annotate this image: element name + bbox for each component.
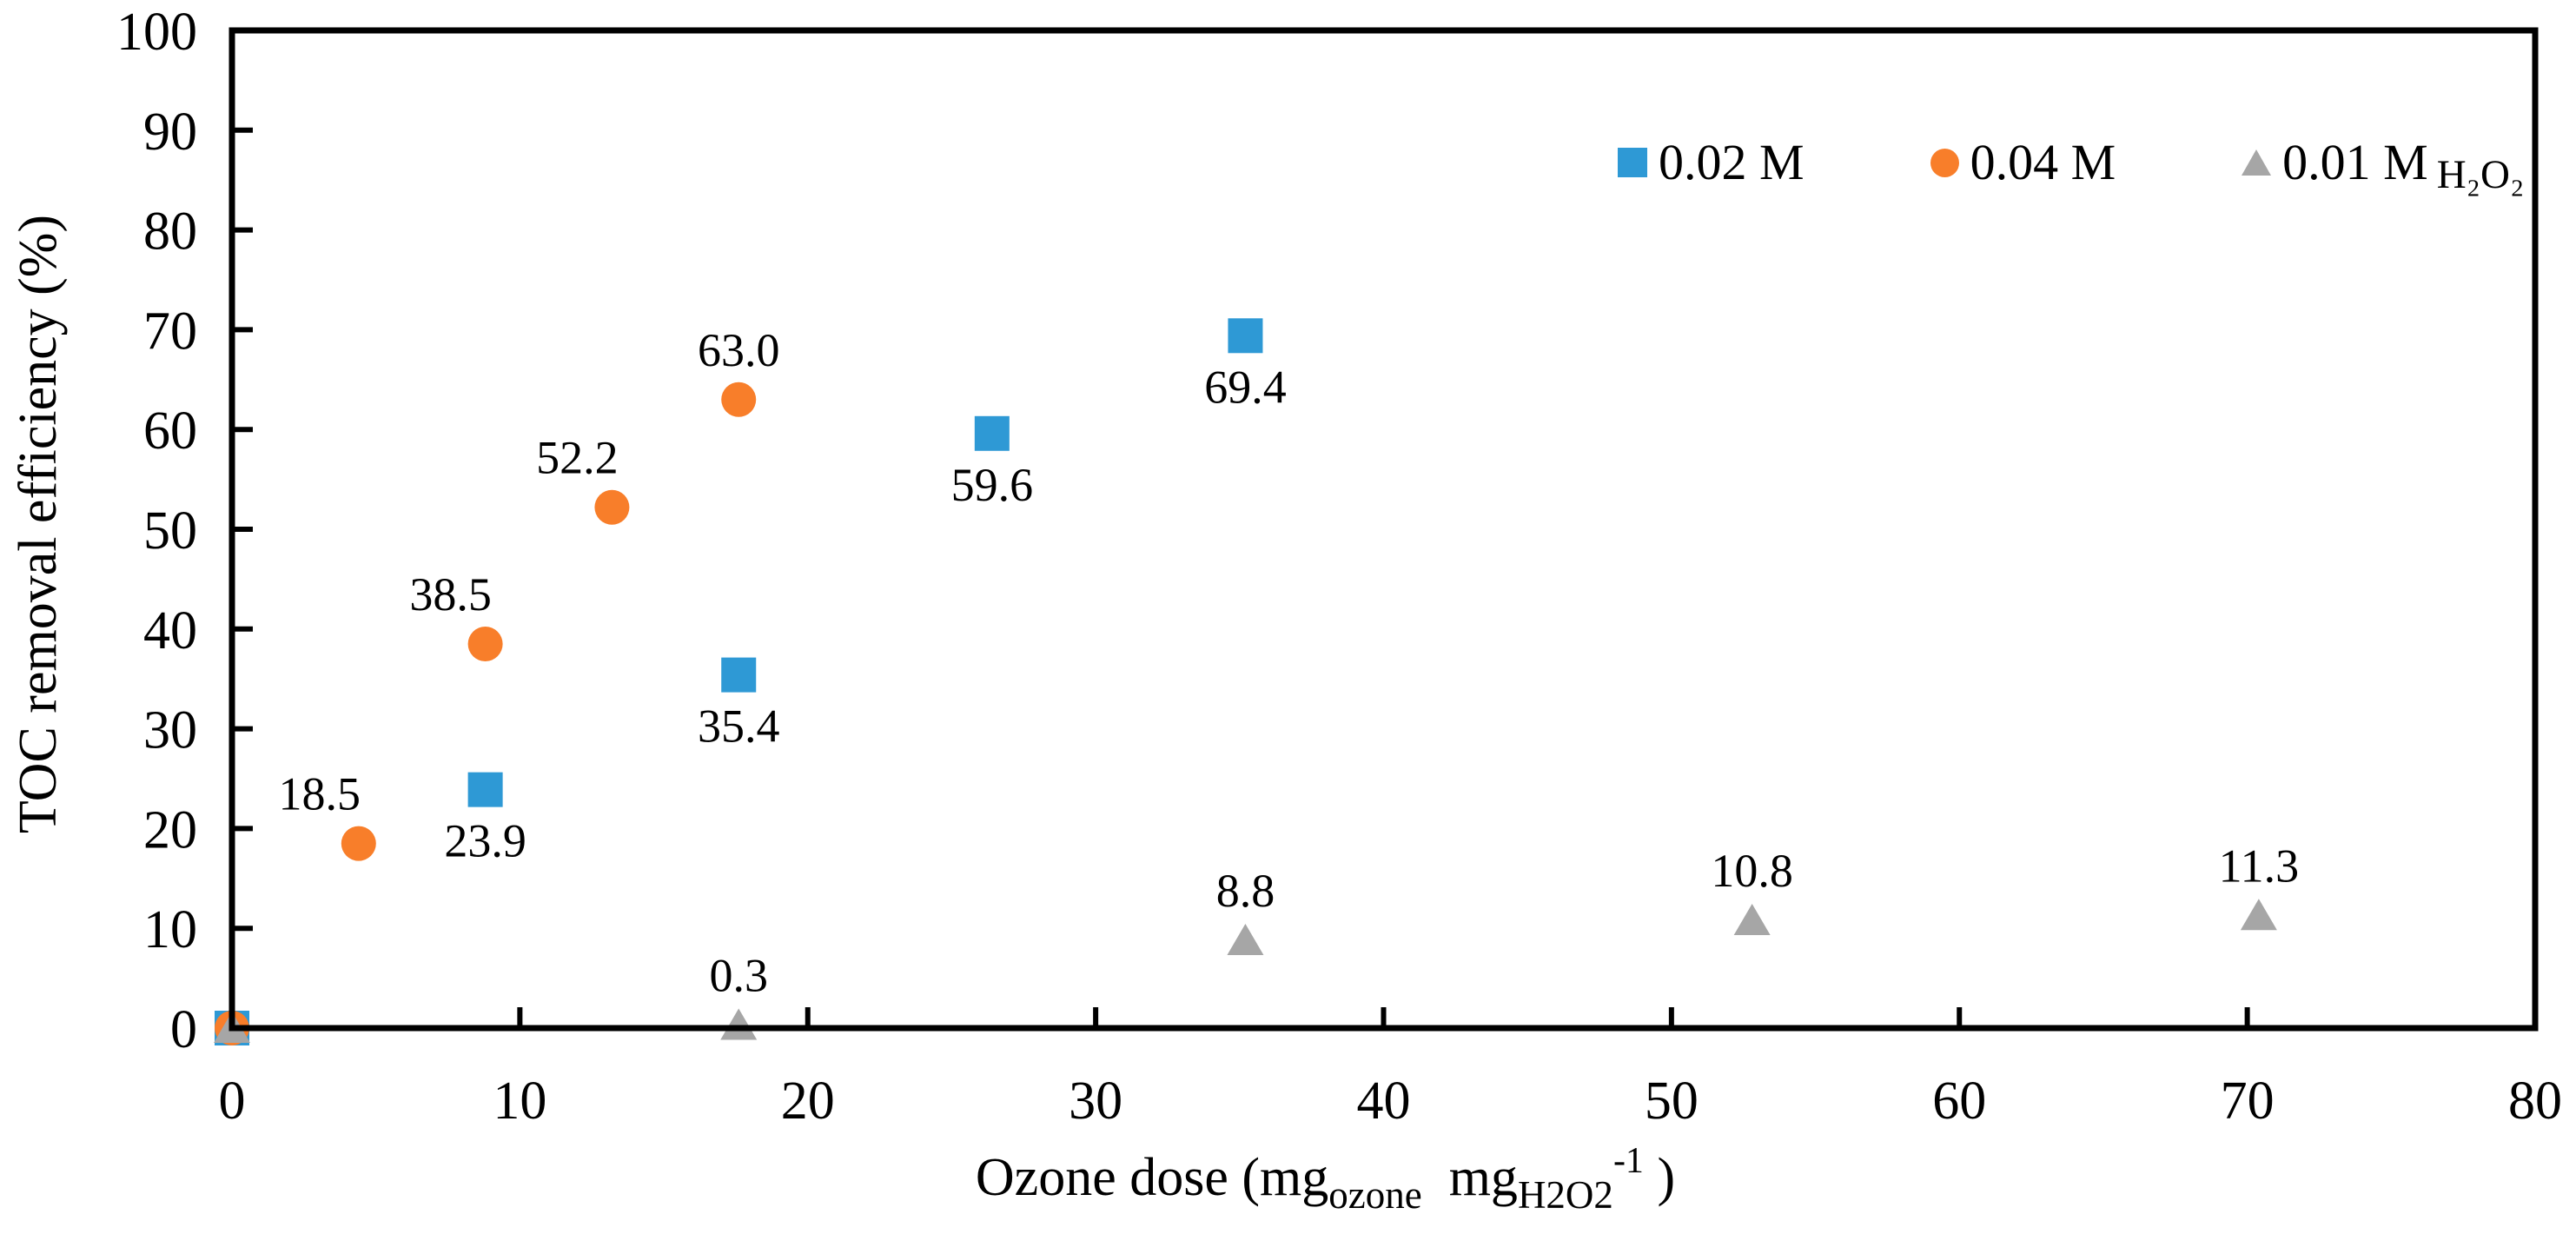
y-axis-title: TOC removal efficiency (%) (9, 214, 68, 834)
x-title-sup-exponent: -1 (1612, 1141, 1644, 1181)
legend-marker-square (1618, 148, 1647, 177)
data-point-label: 59.6 (951, 459, 1034, 511)
data-point-circle (341, 826, 376, 861)
legend-label-suffix: H₂O₂ (2436, 151, 2525, 197)
data-point-triangle (2240, 899, 2277, 931)
data-point-square (467, 772, 503, 807)
x-tick-label: 40 (1357, 1072, 1411, 1131)
x-tick-label: 50 (1645, 1072, 1699, 1131)
x-tick-label: 70 (2221, 1072, 2275, 1131)
data-point-label: 8.8 (1216, 865, 1275, 917)
legend: 0.02 M 0.04 M 0.01 M H₂O₂ (1618, 134, 2524, 195)
legend-item-0-01M-h2o2: 0.01 M H₂O₂ (2242, 134, 2524, 195)
legend-marker-circle (1930, 148, 1959, 177)
legend-label: 0.04 M (1970, 134, 2116, 190)
x-tick-label: 10 (493, 1072, 546, 1131)
y-tick-label: 80 (143, 202, 197, 262)
y-tick-label: 60 (143, 402, 197, 461)
x-axis-title: Ozone dose (mgozone mgH2O2-1 ) (174, 1140, 2477, 1218)
data-point-label: 23.9 (444, 815, 526, 867)
y-tick-label: 40 (143, 601, 197, 660)
y-tick-label: 70 (143, 302, 197, 361)
x-title-sub-ozone: ozone (1328, 1173, 1422, 1217)
x-tick-label: 0 (219, 1072, 246, 1131)
data-point-label: 11.3 (2219, 840, 2300, 892)
data-point-square (974, 415, 1010, 451)
data-point-label: 10.8 (1711, 845, 1793, 897)
data-point-circle (467, 627, 503, 662)
data-point-circle (594, 489, 630, 525)
legend-item-0-04M: 0.04 M (1930, 137, 2116, 188)
y-tick-label: 90 (143, 103, 197, 162)
data-point-label: 0.3 (709, 950, 768, 1002)
x-title-sub-h2o2: H2O2 (1517, 1173, 1613, 1217)
data-point-triangle (1227, 923, 1264, 955)
legend-label: 0.02 M (1659, 134, 1805, 190)
legend-label: 0.01 M (2282, 134, 2428, 190)
data-point-label: 35.4 (698, 700, 780, 753)
y-tick-label: 50 (143, 501, 197, 561)
x-tick-label: 60 (1932, 1072, 1986, 1131)
y-tick-label: 0 (170, 1000, 197, 1059)
x-tick-label: 20 (781, 1072, 835, 1131)
y-tick-label: 30 (143, 701, 197, 760)
data-point-square (721, 657, 757, 693)
data-point-triangle (1733, 904, 1771, 936)
data-point-label: 52.2 (536, 432, 619, 484)
data-point-triangle (720, 1008, 758, 1040)
data-point-label: 63.0 (698, 324, 780, 376)
x-title-mid: mg (1421, 1148, 1518, 1207)
y-tick-label: 100 (116, 3, 197, 62)
data-point-label: 18.5 (279, 768, 361, 820)
data-point-square (1228, 318, 1263, 354)
y-tick-label: 20 (143, 800, 197, 859)
legend-item-0-02M: 0.02 M (1618, 137, 1805, 188)
legend-marker-triangle (2242, 149, 2272, 176)
data-point-circle (721, 382, 757, 417)
x-tick-label: 30 (1069, 1072, 1122, 1131)
y-tick-label: 10 (143, 900, 197, 959)
data-point-label: 69.4 (1204, 361, 1287, 413)
x-title-suffix: ) (1643, 1148, 1676, 1207)
x-tick-label: 80 (2508, 1072, 2562, 1131)
x-title-prefix: Ozone dose (mg (975, 1148, 1329, 1207)
data-point-label: 38.5 (409, 568, 492, 620)
